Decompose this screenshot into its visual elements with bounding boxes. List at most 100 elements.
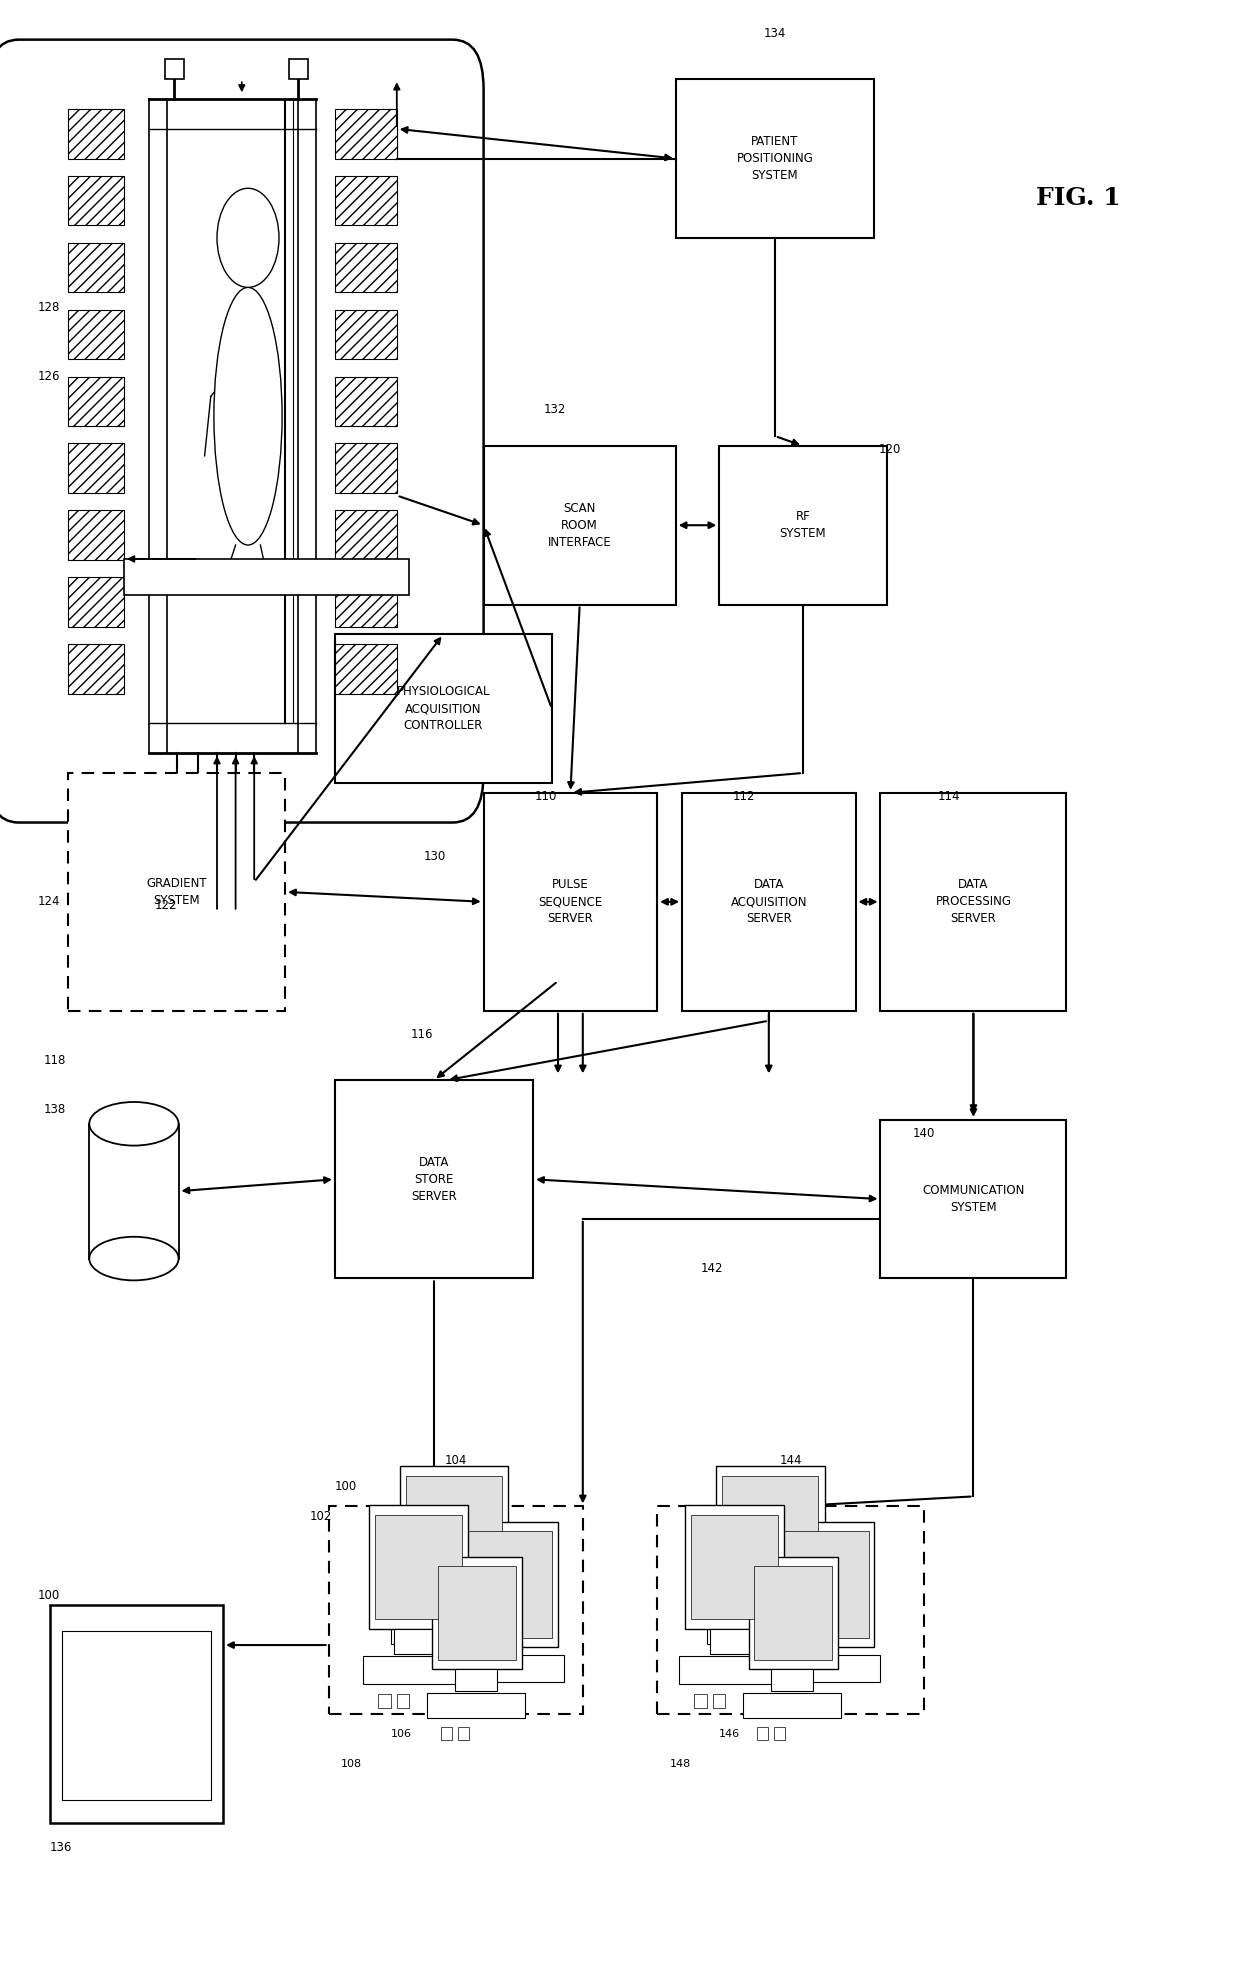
Text: 144: 144: [779, 1453, 802, 1467]
Bar: [774, 1726, 785, 1740]
Text: 134: 134: [764, 26, 786, 40]
Text: 102: 102: [310, 1510, 332, 1522]
Text: 136: 136: [50, 1841, 72, 1853]
Bar: [68, 309, 124, 359]
Bar: [329, 1506, 583, 1714]
Text: COMMUNICATION
SYSTEM: COMMUNICATION SYSTEM: [923, 1183, 1024, 1215]
Text: 142: 142: [701, 1263, 723, 1274]
Bar: [749, 1558, 838, 1669]
Bar: [165, 59, 184, 79]
Bar: [335, 176, 397, 226]
Bar: [719, 446, 887, 605]
Text: 108: 108: [341, 1758, 362, 1770]
Text: 146: 146: [719, 1728, 740, 1740]
Bar: [391, 1613, 515, 1645]
Bar: [335, 109, 397, 159]
Bar: [68, 644, 124, 694]
Text: DATA
STORE
SERVER: DATA STORE SERVER: [412, 1156, 456, 1203]
Text: 104: 104: [444, 1453, 467, 1467]
Bar: [397, 1693, 409, 1708]
Bar: [289, 59, 308, 79]
Bar: [370, 1506, 469, 1629]
Ellipse shape: [89, 1102, 179, 1146]
Bar: [709, 1629, 756, 1653]
Bar: [771, 1669, 813, 1691]
Bar: [427, 1693, 525, 1718]
Bar: [335, 444, 397, 494]
Bar: [378, 1693, 391, 1708]
Ellipse shape: [215, 287, 283, 545]
Bar: [756, 1726, 769, 1740]
Bar: [68, 109, 124, 159]
Text: DATA
PROCESSING
SERVER: DATA PROCESSING SERVER: [935, 878, 1012, 926]
Bar: [458, 1726, 469, 1740]
Bar: [68, 773, 285, 1011]
Text: 132: 132: [543, 402, 567, 416]
Bar: [335, 377, 397, 426]
Bar: [680, 1657, 787, 1685]
Text: 148: 148: [670, 1758, 691, 1770]
Text: 106: 106: [391, 1728, 412, 1740]
Bar: [484, 793, 657, 1011]
Bar: [455, 1669, 496, 1691]
Bar: [68, 244, 124, 291]
Bar: [484, 446, 676, 605]
Text: 112: 112: [733, 789, 755, 803]
Bar: [374, 1514, 461, 1619]
Bar: [399, 1467, 508, 1605]
Bar: [68, 577, 124, 626]
Bar: [692, 1514, 779, 1619]
Ellipse shape: [89, 1237, 179, 1280]
Bar: [776, 1522, 874, 1647]
Bar: [707, 1613, 831, 1645]
Bar: [453, 1655, 564, 1683]
Bar: [684, 1506, 785, 1629]
Bar: [722, 1475, 818, 1594]
Bar: [713, 1693, 725, 1708]
Text: 100: 100: [335, 1481, 357, 1492]
Text: 126: 126: [37, 371, 60, 383]
Bar: [68, 444, 124, 494]
Text: 100: 100: [37, 1590, 60, 1601]
FancyBboxPatch shape: [0, 40, 484, 823]
Text: SCAN
ROOM
INTERFACE: SCAN ROOM INTERFACE: [548, 501, 611, 549]
Bar: [466, 1530, 553, 1637]
Bar: [407, 1475, 502, 1594]
Bar: [768, 1655, 880, 1683]
Bar: [433, 1558, 522, 1669]
Text: 118: 118: [43, 1054, 66, 1066]
Bar: [335, 1080, 533, 1278]
Text: 124: 124: [37, 896, 60, 908]
Bar: [782, 1530, 868, 1637]
Text: 110: 110: [534, 789, 557, 803]
Bar: [124, 559, 409, 595]
Bar: [335, 509, 397, 559]
Bar: [880, 793, 1066, 1011]
Bar: [394, 1629, 440, 1653]
Bar: [362, 1657, 471, 1685]
Bar: [68, 509, 124, 559]
Text: 116: 116: [410, 1027, 433, 1041]
Text: DATA
ACQUISITION
SERVER: DATA ACQUISITION SERVER: [730, 878, 807, 926]
Text: PHYSIOLOGICAL
ACQUISITION
CONTROLLER: PHYSIOLOGICAL ACQUISITION CONTROLLER: [397, 686, 490, 731]
Bar: [694, 1693, 707, 1708]
Text: 122: 122: [155, 900, 177, 912]
Bar: [717, 1467, 825, 1605]
Bar: [335, 309, 397, 359]
Bar: [50, 1605, 223, 1823]
Text: 130: 130: [424, 850, 446, 862]
Text: NETWORKED
WORKSTATION: NETWORKED WORKSTATION: [748, 1596, 833, 1625]
Bar: [441, 1726, 451, 1740]
Bar: [335, 244, 397, 291]
Bar: [657, 1506, 924, 1714]
Bar: [438, 1566, 516, 1661]
Text: 138: 138: [43, 1104, 66, 1116]
Text: PATIENT
POSITIONING
SYSTEM: PATIENT POSITIONING SYSTEM: [737, 135, 813, 182]
Text: 120: 120: [878, 442, 901, 456]
Bar: [68, 377, 124, 426]
Text: FIG. 1: FIG. 1: [1037, 186, 1121, 210]
Bar: [460, 1522, 558, 1647]
Text: RF
SYSTEM: RF SYSTEM: [780, 509, 826, 541]
Bar: [335, 644, 397, 694]
Text: PULSE
SEQUENCE
SERVER: PULSE SEQUENCE SERVER: [538, 878, 603, 926]
